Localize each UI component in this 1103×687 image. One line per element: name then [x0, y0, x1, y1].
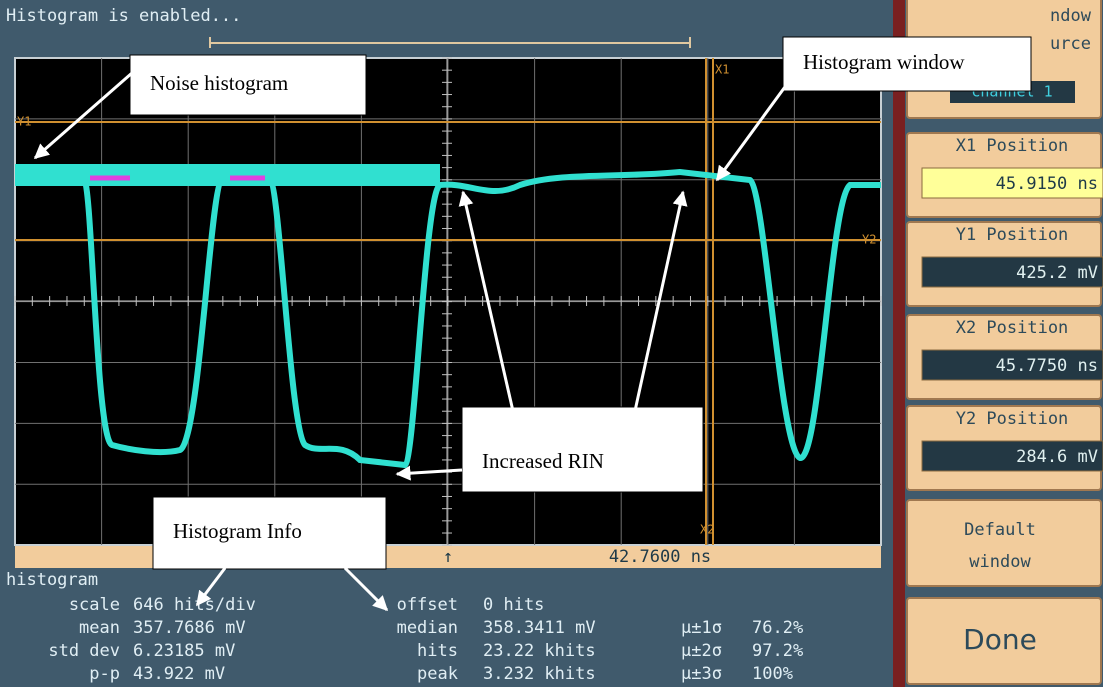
softkey-value: 45.9150 ns — [996, 174, 1098, 194]
callout-text: Noise histogram — [150, 71, 288, 95]
info-label: μ±3σ — [681, 664, 722, 684]
info-label: std dev — [48, 641, 120, 661]
softkey-value: 425.2 mV — [1016, 263, 1098, 283]
info-label: scale — [69, 595, 120, 615]
info-value: 23.22 khits — [483, 641, 596, 661]
page: Histogram is enabled... Y1 Y2 X1 X2 ↑ 42… — [0, 0, 1103, 687]
info-value: 76.2% — [752, 618, 803, 638]
info-value: 6.23185 mV — [133, 641, 235, 661]
info-value: 646 hits/div — [133, 595, 256, 615]
info-label: μ±1σ — [681, 618, 722, 638]
softkey-label: X1 Position — [956, 136, 1069, 156]
cursor-arrow: ↑ — [443, 547, 453, 567]
softkey-label: Y1 Position — [956, 225, 1069, 245]
callout-text: Histogram Info — [173, 519, 302, 543]
marker-label: Y2 — [862, 233, 876, 247]
callout-text: Increased RIN — [482, 449, 604, 473]
info-value: 97.2% — [752, 641, 803, 661]
info-label: offset — [397, 595, 458, 615]
info-label: peak — [417, 664, 458, 684]
info-title: histogram — [6, 570, 98, 590]
softkey-strip — [893, 0, 905, 687]
info-value: 100% — [752, 664, 793, 684]
softkey-label: Y2 Position — [956, 409, 1069, 429]
marker-label: X1 — [715, 63, 729, 77]
softkey-label: window — [969, 552, 1031, 572]
marker-label: X2 — [700, 523, 714, 537]
softkey-label: Default — [964, 520, 1036, 540]
info-value: 357.7686 mV — [133, 618, 246, 638]
softkey-value: 284.6 mV — [1016, 447, 1098, 467]
callout-text: Histogram window — [803, 50, 965, 74]
info-value: 358.3411 mV — [483, 618, 596, 638]
scope-screen: Histogram is enabled... Y1 Y2 X1 X2 ↑ 42… — [0, 0, 1103, 687]
info-label: μ±2σ — [681, 641, 722, 661]
info-label: mean — [79, 618, 120, 638]
time-readout: 42.7600 ns — [609, 547, 711, 567]
softkey — [907, 500, 1101, 586]
softkey-value: 45.7750 ns — [996, 356, 1098, 376]
status: Histogram is enabled... — [6, 6, 241, 26]
info-label: median — [397, 618, 458, 638]
softkey-label: urce — [1050, 34, 1091, 54]
marker-label: Y1 — [17, 115, 31, 129]
info-label: p-p — [89, 664, 120, 684]
softkey-label: X2 Position — [956, 318, 1069, 338]
info-value: 43.922 mV — [133, 664, 225, 684]
info-label: hits — [417, 641, 458, 661]
softkey-label: ndow — [1050, 6, 1092, 26]
info-value: 3.232 khits — [483, 664, 596, 684]
done-button[interactable]: Done — [963, 623, 1037, 656]
info-value: 0 hits — [483, 595, 544, 615]
